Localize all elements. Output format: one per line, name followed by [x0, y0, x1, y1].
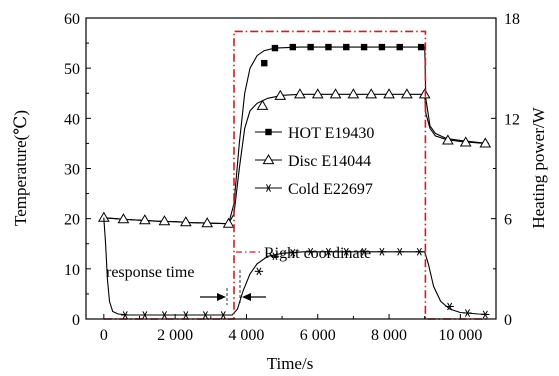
- y-tick-label: 30: [64, 162, 80, 179]
- data-point-cold-e22697-13: [377, 247, 387, 256]
- y2-axis-label: Heating power/W: [529, 106, 548, 228]
- data-point-hot-e19430-1: [271, 44, 279, 52]
- data-point-cold-e22697-18: [481, 310, 490, 319]
- data-point-cold-e22697-12: [359, 247, 369, 256]
- y-tick-label: 50: [64, 61, 80, 78]
- data-point-disc-e14044-3: [158, 215, 171, 226]
- legend-label-hot-e19430: HOT E19430: [288, 125, 374, 142]
- annotation-response-time: response time: [106, 264, 266, 305]
- data-point-cold-e22697-3: [181, 311, 191, 319]
- data-point-cold-e22697-4: [201, 311, 210, 319]
- data-point-hot-e19430-0: [261, 59, 268, 67]
- annotation-right-coordinate: Right coordinate: [236, 245, 371, 262]
- data-point-cold-e22697-14: [395, 247, 404, 256]
- legend-entries: HOT E19430 Disc E14044 Cold E22697: [255, 125, 374, 198]
- y-tick-label: 40: [64, 111, 80, 128]
- data-point-cold-e22697-17: [463, 309, 472, 317]
- x-axis-label: Time/s: [267, 354, 314, 373]
- series-line-cold-e22697: [103, 217, 489, 316]
- data-point-hot-e19430-3: [307, 43, 314, 51]
- x-tick-label: 6 000: [300, 327, 336, 344]
- data-point-disc-e14044-11: [329, 88, 342, 99]
- data-point-cold-e22697-10: [324, 247, 333, 256]
- y-tick-label: 10: [64, 262, 80, 279]
- data-point-disc-e14044-4: [179, 216, 192, 227]
- data-point-disc-e14044-8: [274, 89, 287, 100]
- right-coordinate-label: Right coordinate: [264, 245, 371, 262]
- legend-marker-cold-e22697: [264, 184, 273, 192]
- x-tick-label: 10 000: [438, 327, 482, 344]
- data-point-disc-e14044-12: [347, 88, 360, 99]
- data-point-hot-e19430-6: [360, 43, 368, 51]
- data-point-hot-e19430-7: [378, 43, 386, 51]
- data-point-cold-e22697-5: [219, 311, 228, 319]
- legend-marker-disc-e14044: [262, 154, 275, 165]
- response-time-label: response time: [106, 264, 194, 281]
- y2-tick-label: 12: [504, 111, 520, 128]
- y-tick-label: 60: [64, 11, 80, 28]
- data-point-cold-e22697-7: [270, 252, 280, 261]
- data-point-disc-e14044-15: [401, 88, 413, 99]
- response-time-arrowhead-right: [242, 293, 251, 301]
- data-point-disc-e14044-2: [138, 214, 151, 225]
- data-point-hot-e19430-9: [417, 43, 425, 51]
- y2-tick-label: 18: [504, 11, 520, 28]
- y2-tick-label: 0: [504, 312, 512, 329]
- data-point-disc-e14044-10: [311, 88, 324, 99]
- data-point-hot-e19430-5: [343, 43, 350, 51]
- data-point-cold-e22697-1: [140, 311, 150, 319]
- response-time-arrowhead-left: [217, 293, 226, 301]
- y-tick-label: 0: [72, 312, 80, 329]
- legend: HOT E19430 Disc E14044 Cold E22697: [255, 125, 374, 198]
- x-tick-label: 0: [100, 327, 108, 344]
- data-point-hot-e19430-4: [325, 43, 332, 51]
- y-axis-label: Temperature(℃): [11, 110, 30, 226]
- data-point-disc-e14044-18: [459, 136, 472, 147]
- data-point-cold-e22697-2: [160, 311, 169, 319]
- legend-marker-hot-e19430: [265, 128, 272, 136]
- x-tick-label: 4 000: [228, 327, 264, 344]
- x-tick-label: 2 000: [157, 327, 193, 344]
- data-point-cold-e22697-6: [254, 267, 264, 276]
- data-point-disc-e14044-9: [294, 88, 306, 99]
- data-point-disc-e14044-17: [442, 134, 454, 145]
- data-point-cold-e22697-9: [306, 247, 315, 256]
- legend-label-disc-e14044: Disc E14044: [288, 153, 371, 170]
- data-point-disc-e14044-5: [201, 217, 214, 228]
- series-line-disc-e14044: [103, 93, 489, 225]
- data-point-disc-e14044-6: [222, 217, 235, 228]
- data-point-hot-e19430-8: [396, 43, 403, 51]
- data-point-cold-e22697-8: [288, 248, 297, 257]
- y-tick-label: 20: [64, 212, 80, 229]
- data-point-disc-e14044-19: [479, 137, 492, 148]
- data-point-cold-e22697-0: [121, 311, 130, 319]
- y2-tick-label: 6: [504, 212, 512, 229]
- data-point-disc-e14044-13: [365, 88, 378, 99]
- data-point-disc-e14044-14: [383, 88, 395, 99]
- data-point-hot-e19430-2: [289, 43, 296, 51]
- legend-label-cold-e22697: Cold E22697: [288, 181, 373, 198]
- data-point-cold-e22697-15: [415, 247, 424, 256]
- data-point-cold-e22697-16: [445, 302, 454, 311]
- data-point-disc-e14044-7: [256, 99, 269, 110]
- x-tick-label: 8 000: [371, 327, 407, 344]
- data-point-disc-e14044-1: [117, 213, 130, 224]
- data-point-cold-e22697-11: [342, 247, 351, 256]
